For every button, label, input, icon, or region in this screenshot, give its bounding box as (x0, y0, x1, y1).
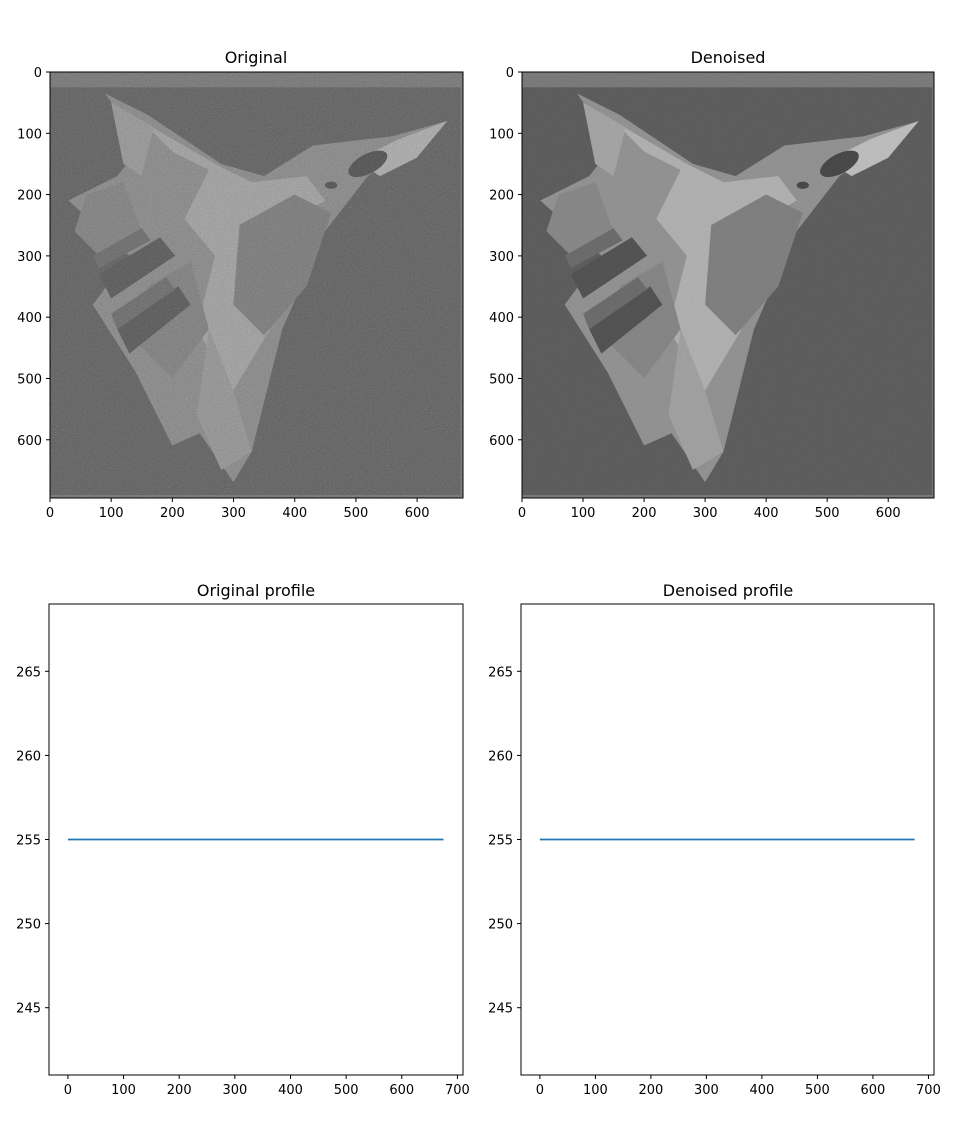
panel-original-profile: Original profile 0 100 200 300 400 500 600 700 2… (16, 581, 470, 1098)
y-tick-label: 400 (489, 311, 514, 326)
axis-ticks-denoised-profile: 0 100 200 300 400 500 600 700 245 250 255 260 265 (488, 665, 941, 1098)
y-tick-label: 245 (16, 1002, 41, 1017)
x-tick-label: 500 (815, 506, 840, 521)
x-tick-label: 0 (536, 1083, 544, 1098)
x-tick-label: 100 (99, 506, 124, 521)
x-tick-label: 100 (583, 1083, 608, 1098)
x-tick-label: 500 (344, 506, 369, 521)
x-tick-label: 400 (750, 1083, 775, 1098)
panel-title-original-profile: Original profile (197, 581, 315, 600)
y-tick-label: 255 (488, 834, 513, 849)
y-tick-label: 200 (17, 189, 42, 204)
panel-denoised: Denoised 0 100 200 300 400 500 600 0 100 200 300 40… (489, 48, 935, 521)
x-tick-label: 200 (638, 1083, 663, 1098)
y-tick-label: 500 (17, 372, 42, 387)
axis-ticks-original-profile: 0 100 200 300 400 500 600 700 245 250 255 260 265 (16, 665, 470, 1098)
x-tick-label: 600 (405, 506, 430, 521)
y-tick-label: 300 (17, 250, 42, 265)
y-tick-label: 100 (17, 127, 42, 142)
x-tick-label: 200 (167, 1083, 192, 1098)
x-tick-label: 0 (46, 506, 54, 521)
y-tick-label: 265 (16, 665, 41, 680)
y-tick-label: 250 (16, 918, 41, 933)
axis-ticks-denoised: 0 100 200 300 400 500 600 0 100 200 300 400 500 600 (489, 66, 900, 521)
x-tick-label: 500 (334, 1083, 359, 1098)
panel-title-denoised: Denoised (691, 48, 766, 67)
y-tick-label: 100 (489, 127, 514, 142)
x-tick-label: 300 (221, 506, 246, 521)
image-frame-original (49, 71, 464, 499)
image-original (50, 72, 463, 498)
x-tick-label: 100 (111, 1083, 136, 1098)
x-tick-label: 700 (916, 1083, 941, 1098)
y-tick-label: 0 (34, 66, 42, 81)
x-tick-label: 400 (754, 506, 779, 521)
x-tick-label: 300 (694, 1083, 719, 1098)
image-frame-denoised (521, 71, 935, 499)
panel-title-original: Original (225, 48, 288, 67)
x-tick-label: 600 (861, 1083, 886, 1098)
y-tick-label: 255 (16, 834, 41, 849)
y-tick-label: 200 (489, 189, 514, 204)
x-tick-label: 200 (160, 506, 185, 521)
panel-title-denoised-profile: Denoised profile (663, 581, 794, 600)
y-tick-label: 265 (488, 665, 513, 680)
x-tick-label: 400 (278, 1083, 303, 1098)
axis-ticks-original: 0 100 200 300 400 500 600 0 100 200 300 400 500 600 (17, 66, 429, 521)
x-tick-label: 0 (64, 1083, 72, 1098)
y-tick-label: 245 (488, 1002, 513, 1017)
y-tick-label: 300 (489, 250, 514, 265)
x-tick-label: 100 (571, 506, 596, 521)
y-tick-label: 500 (489, 372, 514, 387)
y-tick-label: 0 (506, 66, 514, 81)
panel-denoised-profile: Denoised profile 0 100 200 300 400 500 600 700 2… (488, 581, 941, 1098)
panel-original: Original 0 100 200 300 400 500 600 0 100 200 300 40… (17, 48, 464, 521)
x-tick-label: 600 (389, 1083, 414, 1098)
y-tick-label: 260 (16, 749, 41, 764)
x-tick-label: 400 (282, 506, 307, 521)
x-tick-label: 600 (876, 506, 901, 521)
y-tick-label: 260 (488, 749, 513, 764)
x-tick-label: 200 (632, 506, 657, 521)
y-tick-label: 250 (488, 918, 513, 933)
x-tick-label: 500 (805, 1083, 830, 1098)
y-tick-label: 600 (17, 434, 42, 449)
x-tick-label: 700 (445, 1083, 470, 1098)
y-tick-label: 400 (17, 311, 42, 326)
x-tick-label: 300 (693, 506, 718, 521)
image-denoised (522, 72, 934, 498)
x-tick-label: 300 (222, 1083, 247, 1098)
x-tick-label: 0 (518, 506, 526, 521)
y-tick-label: 600 (489, 434, 514, 449)
